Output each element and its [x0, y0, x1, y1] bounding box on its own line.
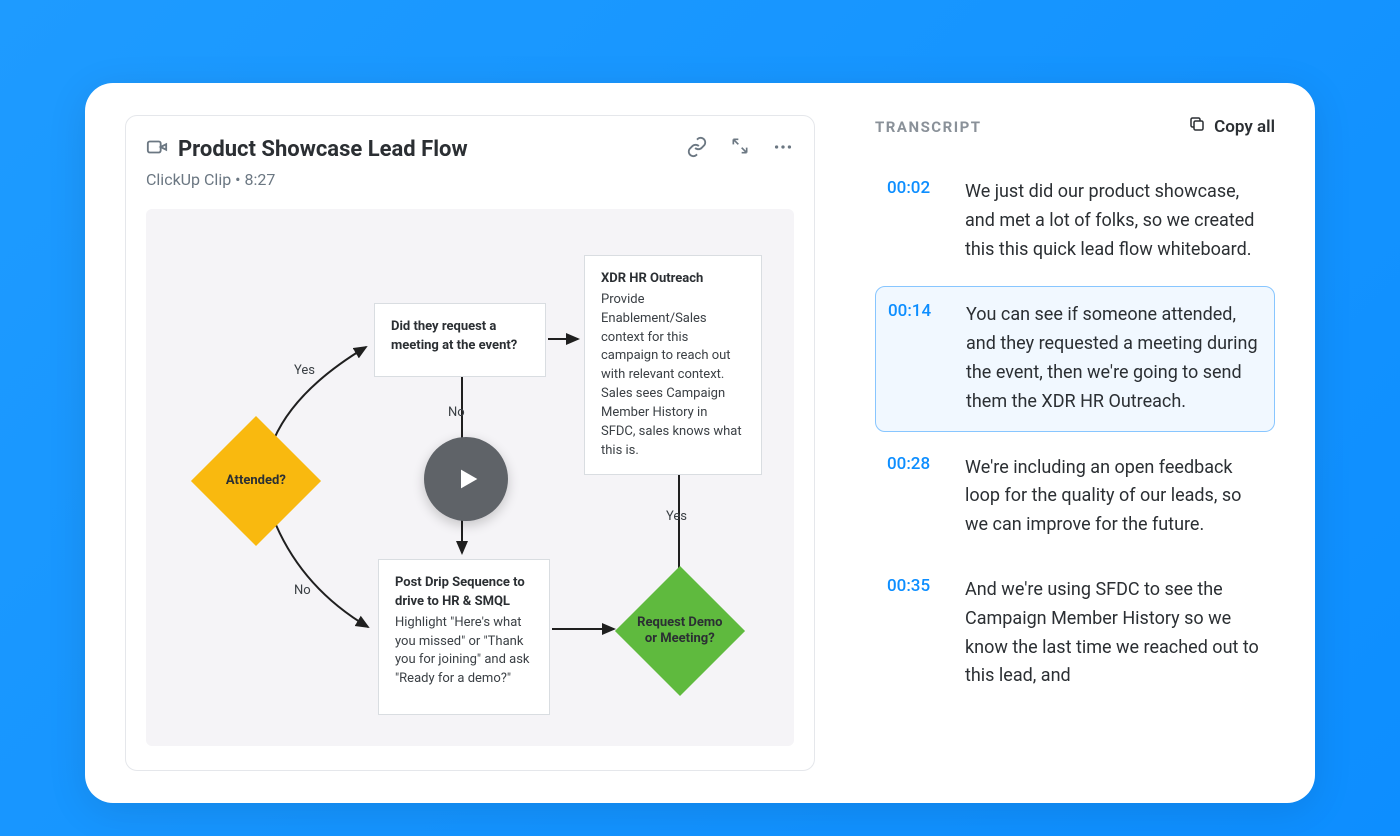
whiteboard-canvas: Attended? Did they request a meeting at t… — [146, 209, 794, 746]
play-button[interactable] — [424, 437, 508, 521]
flowchart-diamond-request_demo: Request Demo or Meeting? — [615, 566, 745, 696]
transcript-row[interactable]: 00:14 You can see if someone attended, an… — [875, 286, 1275, 431]
transcript-timestamp: 00:14 — [888, 301, 940, 416]
flowchart-box-post_drip: Post Drip Sequence to drive to HR & SMQL… — [378, 559, 550, 715]
transcript-timestamp: 00:35 — [887, 576, 939, 691]
clip-subtitle: ClickUp Clip • 8:27 — [146, 170, 794, 189]
clip-actions — [686, 136, 794, 162]
flowchart-edge-label: No — [448, 405, 465, 420]
flowchart-box-xdr: XDR HR OutreachProvide Enablement/Sales … — [584, 255, 762, 475]
transcript-row[interactable]: 00:02 We just did our product showcase, a… — [875, 164, 1275, 278]
clip-title: Product Showcase Lead Flow — [178, 137, 676, 162]
flowchart-box-request_meeting: Did they request a meeting at the event? — [374, 303, 546, 377]
clip-panel: Product Showcase Lead Flow — [125, 115, 815, 771]
transcript-row[interactable]: 00:35 And we're using SFDC to see the Cam… — [875, 562, 1275, 705]
expand-icon[interactable] — [730, 136, 750, 162]
app-card: Product Showcase Lead Flow — [85, 83, 1315, 803]
transcript-text: We're including an open feedback loop fo… — [965, 454, 1263, 540]
transcript-text: And we're using SFDC to see the Campaign… — [965, 576, 1263, 691]
flowchart-edge-label: Yes — [666, 509, 687, 524]
copy-all-label: Copy all — [1214, 117, 1275, 137]
transcript-panel: TRANSCRIPT Copy all 00:02 We just did our… — [815, 115, 1275, 771]
video-icon — [146, 136, 168, 162]
transcript-text: We just did our product showcase, and me… — [965, 178, 1263, 264]
flowchart-diamond-attended: Attended? — [191, 416, 321, 546]
transcript-timestamp: 00:28 — [887, 454, 939, 540]
more-icon[interactable] — [772, 136, 794, 162]
copy-icon — [1188, 115, 1206, 138]
transcript-text: You can see if someone attended, and the… — [966, 301, 1262, 416]
transcript-list: 00:02 We just did our product showcase, a… — [875, 164, 1275, 705]
transcript-heading: TRANSCRIPT — [875, 118, 982, 136]
flowchart-edge-label: No — [294, 583, 311, 598]
transcript-timestamp: 00:02 — [887, 178, 939, 264]
transcript-row[interactable]: 00:28 We're including an open feedback lo… — [875, 440, 1275, 554]
link-icon[interactable] — [686, 136, 708, 162]
transcript-header: TRANSCRIPT Copy all — [875, 115, 1275, 138]
clip-header: Product Showcase Lead Flow — [146, 136, 794, 162]
flowchart-edge-label: Yes — [294, 363, 315, 378]
copy-all-button[interactable]: Copy all — [1188, 115, 1275, 138]
